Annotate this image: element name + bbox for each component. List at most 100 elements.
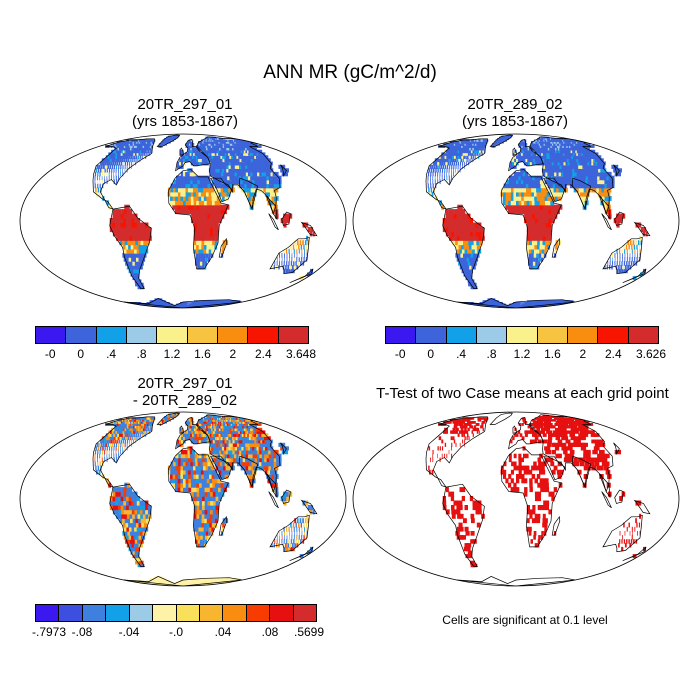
grid-cell (540, 222, 544, 228)
grid-cell (214, 183, 219, 189)
grid-cell (513, 191, 517, 197)
grid-cell (562, 183, 567, 189)
grid-cell (209, 244, 212, 250)
grid-cell (446, 179, 448, 185)
grid-cell (187, 183, 192, 189)
grid-cell (523, 149, 527, 154)
grid-cell (480, 231, 485, 237)
grid-cell (629, 257, 631, 262)
grid-cell (527, 302, 529, 305)
grid-cell (113, 168, 115, 173)
grid-cell (526, 147, 530, 151)
grid-cell (548, 213, 552, 219)
grid-cell (520, 171, 524, 177)
grid-cell (638, 244, 641, 250)
grid-cell (176, 164, 180, 169)
colorbar-1-swatch (187, 327, 218, 343)
grid-cell (551, 191, 556, 197)
grid-cell (631, 248, 633, 254)
grid-cell (141, 149, 143, 154)
grid-cell (458, 244, 463, 250)
grid-cell (474, 155, 476, 159)
grid-cell (534, 244, 538, 250)
grid-cell (546, 168, 551, 173)
grid-cell (446, 175, 448, 181)
grid-cell (223, 187, 228, 193)
grid-cell (109, 158, 112, 163)
grid-cell (464, 227, 468, 233)
grid-cell (203, 158, 208, 163)
grid-cell (475, 149, 478, 154)
grid-cell (513, 303, 516, 306)
grid-cell (455, 253, 460, 258)
grid-cell (476, 155, 478, 159)
grid-cell (293, 261, 295, 266)
grid-cell (174, 136, 177, 139)
grid-cell (463, 261, 468, 266)
grid-cell (227, 175, 232, 181)
grid-cell (466, 244, 471, 250)
grid-cell (449, 179, 451, 185)
grid-cell (524, 213, 528, 219)
grid-cell (201, 265, 204, 270)
grid-cell (191, 209, 195, 215)
grid-cell (459, 149, 462, 154)
grid-cell (538, 187, 543, 193)
grid-cell (577, 183, 582, 189)
grid-cell (195, 302, 197, 305)
grid-cell (184, 305, 186, 308)
grid-cell (478, 227, 482, 233)
grid-cell (439, 161, 442, 166)
grid-cell (640, 240, 643, 246)
grid-cell (556, 187, 561, 193)
grid-cell (550, 200, 554, 206)
grid-cell (131, 213, 135, 219)
grid-cell (272, 200, 277, 206)
grid-cell (533, 257, 536, 262)
grid-cell (139, 155, 141, 159)
grid-cell (131, 147, 135, 151)
grid-cell (208, 187, 212, 193)
grid-cell (510, 209, 514, 215)
grid-cell (179, 149, 182, 154)
grid-cell (459, 218, 463, 224)
grid-cell (113, 164, 116, 169)
grid-cell (444, 164, 447, 169)
grid-cell (191, 303, 193, 306)
grid-cell (214, 244, 218, 250)
grid-cell (445, 231, 450, 237)
grid-cell (282, 265, 285, 270)
grid-cell (195, 248, 199, 254)
grid-cell (147, 149, 150, 154)
grid-cell (526, 218, 531, 224)
grid-cell (437, 161, 440, 166)
grid-cell (97, 168, 100, 173)
grid-cell (126, 222, 130, 228)
grid-cell (215, 187, 220, 193)
grid-cell (185, 303, 187, 306)
grid-cell (539, 244, 543, 250)
grid-cell (115, 218, 119, 224)
grid-cell (540, 257, 544, 262)
grid-cell (542, 240, 546, 246)
grid-cell (479, 145, 483, 148)
grid-cell (538, 253, 542, 258)
grid-cell (510, 200, 514, 206)
grid-cell (199, 158, 204, 163)
grid-cell (169, 139, 171, 142)
grid-cell (187, 149, 191, 154)
grid-cell (303, 244, 305, 250)
grid-cell (125, 261, 130, 266)
grid-cell (556, 171, 561, 177)
grid-cell (478, 231, 482, 237)
grid-cell (529, 231, 533, 237)
grid-cell (573, 179, 578, 185)
grid-cell (193, 152, 196, 156)
grid-cell (229, 183, 234, 189)
grid-cell (117, 218, 122, 224)
grid-cell (185, 209, 189, 215)
grid-cell (462, 209, 466, 215)
grid-cell (624, 257, 626, 262)
grid-cell (297, 261, 300, 266)
grid-cell (543, 164, 547, 169)
